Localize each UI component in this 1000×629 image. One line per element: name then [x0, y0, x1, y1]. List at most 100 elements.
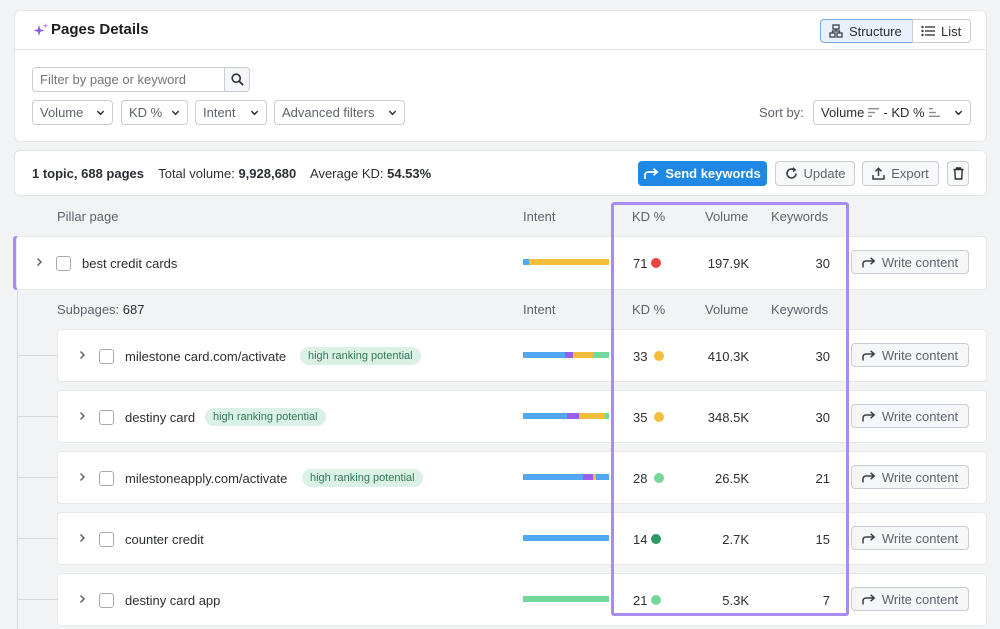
update-button[interactable]: Update [775, 161, 855, 186]
intent-header: Intent [523, 209, 556, 224]
summary-bar: 1 topic, 688 pages Total volume: 9,928,6… [14, 150, 987, 196]
panel-title-bar: Pages Details Structure List [15, 11, 986, 50]
chevron-down-icon [171, 110, 180, 116]
subpage-name[interactable]: milestoneapply.com/activate [125, 471, 288, 486]
kd-difficulty-dot [654, 473, 664, 483]
kd-filter-label: KD % [129, 105, 163, 120]
subpage-intent-bar [523, 596, 609, 602]
sub-volume-header: Volume [705, 302, 749, 317]
tree-branch [17, 416, 57, 417]
export-button[interactable]: Export [862, 161, 939, 186]
subpage-checkbox[interactable] [99, 532, 114, 547]
write-content-button[interactable]: Write content [851, 526, 969, 550]
chevron-down-icon [388, 110, 397, 116]
pages-details-panel: Pages Details Structure List Vo [14, 10, 987, 142]
write-content-label: Write content [881, 591, 959, 607]
subpage-volume: 348.5K [707, 410, 749, 425]
write-content-button[interactable]: Write content [851, 587, 969, 611]
subpage-keywords: 15 [815, 532, 830, 547]
write-content-button[interactable]: Write content [851, 404, 969, 428]
kd-filter[interactable]: KD % [121, 100, 188, 125]
kd-difficulty-dot [651, 258, 661, 268]
view-list-label: List [941, 23, 962, 39]
sub-keywords-header: Keywords [771, 302, 829, 317]
write-content-button[interactable]: Write content [851, 250, 969, 274]
subpage-kd-value: 14 [633, 532, 648, 547]
subpage-row[interactable] [57, 451, 987, 504]
pillar-checkbox[interactable] [56, 256, 71, 271]
pillar-page-header: Pillar page [57, 209, 119, 224]
chevron-right-icon[interactable] [77, 472, 87, 482]
average-kd-value: 54.53% [387, 166, 432, 181]
subpage-volume: 5.3K [722, 593, 749, 608]
pillar-page-name[interactable]: best credit cards [82, 256, 178, 271]
intent-filter-label: Intent [203, 105, 236, 120]
tree-trunk [17, 290, 18, 629]
volume-filter[interactable]: Volume [32, 100, 113, 125]
write-content-button[interactable]: Write content [851, 465, 969, 489]
chevron-right-icon[interactable] [77, 411, 87, 421]
write-content-label: Write content [881, 469, 959, 485]
write-arrow-icon [862, 410, 876, 421]
advanced-filters[interactable]: Advanced filters [274, 100, 405, 125]
subpage-keywords: 30 [815, 410, 830, 425]
subpage-intent-bar [523, 352, 609, 358]
structure-icon [829, 24, 843, 38]
summary-text: 1 topic, 688 pages Total volume: 9,928,6… [32, 166, 431, 181]
chevron-right-icon[interactable] [77, 533, 87, 543]
subpage-row[interactable] [57, 390, 987, 443]
chevron-down-icon [954, 110, 963, 116]
chevron-down-icon [96, 110, 105, 116]
intent-filter[interactable]: Intent [195, 100, 267, 125]
sort-select[interactable]: Volume - KD % [813, 100, 971, 125]
volume-filter-label: Volume [40, 105, 84, 120]
pillar-kd-value: 71 [633, 256, 648, 271]
pillar-accent-bar [13, 236, 17, 290]
view-structure-button[interactable]: Structure [820, 19, 913, 43]
delete-button[interactable] [947, 161, 969, 186]
write-content-label: Write content [881, 530, 959, 546]
subpage-checkbox[interactable] [99, 349, 114, 364]
subpage-checkbox[interactable] [99, 593, 114, 608]
search-input[interactable] [32, 67, 225, 92]
write-arrow-icon [862, 256, 876, 267]
write-content-label: Write content [881, 347, 959, 363]
search-button[interactable] [224, 67, 250, 92]
sort-asc-icon [928, 108, 940, 117]
subpage-volume: 26.5K [715, 471, 749, 486]
subpage-row[interactable] [57, 573, 987, 626]
chevron-right-icon[interactable] [77, 594, 87, 604]
subpage-kd-value: 33 [633, 349, 648, 364]
subpage-name[interactable]: counter credit [125, 532, 204, 547]
subpages-label: Subpages: [57, 302, 123, 317]
sort-secondary: - KD % [883, 105, 925, 120]
tree-branch [17, 477, 57, 478]
subpage-checkbox[interactable] [99, 471, 114, 486]
subpage-name[interactable]: destiny card app [125, 593, 221, 608]
subpage-row[interactable] [57, 512, 987, 565]
sort-desc-icon [868, 108, 880, 117]
send-keywords-button[interactable]: Send keywords [638, 161, 767, 186]
ranking-potential-badge: high ranking potential [205, 408, 326, 426]
subpage-row[interactable] [57, 329, 987, 382]
subpage-checkbox[interactable] [99, 410, 114, 425]
write-content-button[interactable]: Write content [851, 343, 969, 367]
tree-branch [17, 355, 57, 356]
write-arrow-icon [862, 532, 876, 543]
subpage-keywords: 21 [815, 471, 830, 486]
write-arrow-icon [862, 593, 876, 604]
view-list-button[interactable]: List [912, 19, 971, 43]
pillar-row[interactable] [16, 236, 987, 290]
list-icon [921, 25, 935, 37]
chevron-right-icon[interactable] [77, 350, 87, 360]
tree-branch [17, 538, 57, 539]
subpage-name[interactable]: milestone card.com/activate [125, 349, 287, 364]
sort-by-label: Sort by: [759, 105, 804, 120]
export-icon [872, 167, 885, 180]
chevron-right-icon[interactable] [34, 257, 44, 267]
ranking-potential-badge: high ranking potential [302, 469, 423, 487]
write-content-label: Write content [881, 408, 959, 424]
subpages-header: Subpages: 687 [57, 302, 144, 317]
sub-intent-header: Intent [523, 302, 556, 317]
subpage-name[interactable]: destiny card [125, 410, 196, 425]
